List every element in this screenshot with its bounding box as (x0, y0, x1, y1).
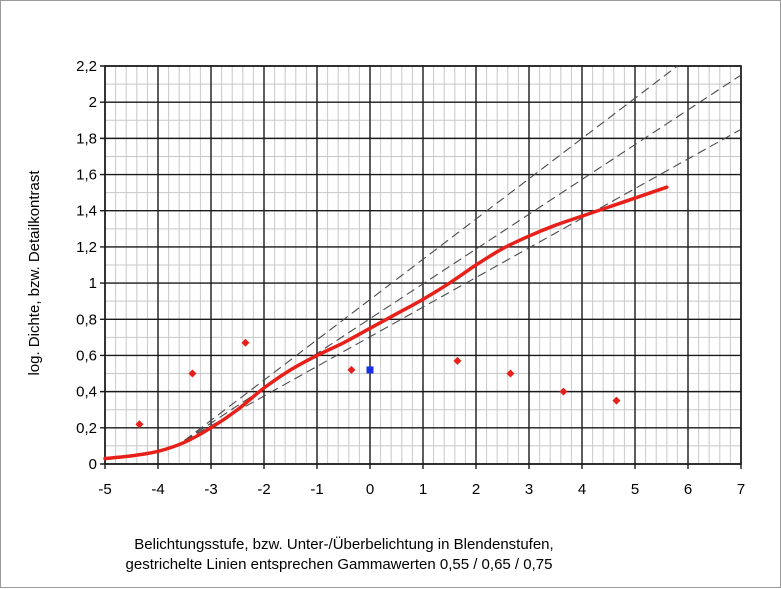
y-tick-label: 2,2 (76, 58, 97, 75)
red-diamond-point (559, 387, 568, 396)
x-tick-label: 2 (472, 481, 480, 498)
red-diamond-point (135, 420, 144, 429)
red-diamond-point (188, 369, 197, 378)
x-tick-labels: -5 -4 -3 -2 -1 0 1 2 3 4 5 6 7 (98, 481, 745, 498)
density-curve (103, 185, 669, 461)
y-tick-label: 0,6 (76, 347, 97, 364)
red-diamond-point (612, 396, 621, 405)
x-tick-label: -5 (98, 481, 111, 498)
y-tick-label: 1,8 (76, 130, 97, 147)
gamma-line (184, 74, 742, 441)
y-tick-label: 2 (89, 94, 97, 111)
x-tick-label: 7 (737, 481, 745, 498)
red-diamond-point (347, 365, 356, 374)
x-tick-label: 1 (419, 481, 427, 498)
blue-square-point (366, 366, 374, 374)
y-tick-labels: 0 0,2 0,4 0,6 0,8 1 1,2 1,4 1,6 1,8 2 2,2 (76, 58, 97, 473)
x-tick-label: 3 (525, 481, 533, 498)
y-tick-label: 0 (89, 456, 97, 473)
y-tick-label: 0,8 (76, 311, 97, 328)
x-tick-label: -2 (257, 481, 270, 498)
y-tick-label: 0,2 (76, 420, 97, 437)
y-tick-label: 0,4 (76, 384, 97, 401)
y-tick-label: 1,6 (76, 167, 97, 184)
red-diamond-point (506, 369, 515, 378)
y-axis-title: log. Dichte, bzw. Detailkontrast (26, 170, 43, 376)
major-grid (100, 65, 742, 469)
y-tick-label: 1,2 (76, 239, 97, 256)
x-tick-label: -4 (151, 481, 164, 498)
y-tick-label: 1 (89, 275, 97, 292)
x-tick-label: 0 (366, 481, 374, 498)
x-tick-label: -1 (310, 481, 323, 498)
gamma-line (184, 128, 742, 441)
y-tick-label: 1,4 (76, 203, 97, 220)
data-points (135, 338, 621, 429)
x-tick-label: -3 (204, 481, 217, 498)
plot-border (104, 65, 742, 465)
x-tick-label: 6 (684, 481, 692, 498)
x-tick-label: 5 (631, 481, 639, 498)
gamma-line (184, 65, 678, 441)
red-diamond-point (241, 338, 250, 347)
gamma-lines (184, 65, 742, 441)
x-axis-title-line-2: gestrichelte Linien entsprechen Gammawer… (126, 556, 553, 573)
x-tick-label: 4 (578, 481, 586, 498)
x-axis-title-line-1: Belichtungsstufe, bzw. Unter-/Überbelich… (134, 535, 553, 553)
red-diamond-point (453, 356, 462, 365)
